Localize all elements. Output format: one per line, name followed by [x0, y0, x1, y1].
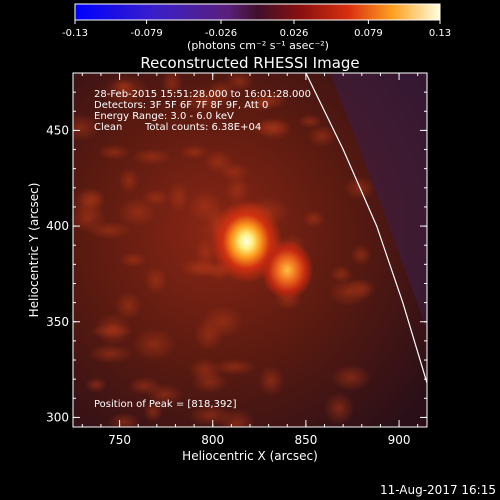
x-tick-label: 850: [294, 433, 317, 447]
y-tick-label: 350: [46, 315, 69, 329]
chart-title: Reconstructed RHESSI Image: [140, 54, 359, 72]
colorbar-tick-label: -0.13: [62, 28, 88, 39]
y-axis-label: Heliocentric Y (arcsec): [27, 183, 41, 318]
annotation-energy: Energy Range: 3.0 - 6.0 keV: [94, 111, 234, 122]
colorbar: [74, 3, 441, 21]
axis-ticks: 750 800 850 900 300 350 400 450: [46, 72, 427, 447]
y-tick-label: 400: [46, 219, 69, 233]
colorbar-tick-label: -0.026: [205, 28, 237, 39]
colorbar-tick-label: 0.079: [354, 28, 383, 39]
solar-limb-curve: [305, 73, 427, 384]
x-tick-label: 750: [108, 433, 131, 447]
annotation-clean: Clean: [94, 122, 122, 133]
x-tick-label: 900: [388, 433, 411, 447]
x-tick-label: 800: [201, 433, 224, 447]
annotation-detectors: Detectors: 3F 5F 6F 7F 8F 9F, Att 0: [94, 100, 268, 111]
flare-source: [261, 240, 314, 300]
annotation-total-counts: Total counts: 6.38E+04: [144, 122, 261, 133]
footer-timestamp: 11-Aug-2017 16:15: [380, 483, 496, 497]
image-plot: [73, 73, 427, 427]
annotation-peak-position: Position of Peak = [818,392]: [94, 399, 237, 410]
colorbar-ticks: -0.13 -0.079 -0.026 0.026 0.079 0.13: [62, 20, 451, 39]
x-axis-label: Heliocentric X (arcsec): [182, 449, 318, 463]
colorbar-tick-label: 0.026: [280, 28, 309, 39]
y-tick-label: 450: [46, 123, 69, 137]
y-tick-label: 300: [46, 410, 69, 424]
colorbar-unit-label: (photons cm⁻² s⁻¹ asec⁻²): [187, 39, 329, 52]
colorbar-tick-label: -0.079: [130, 28, 162, 39]
colorbar-tick-label: 0.13: [429, 28, 451, 39]
annotation-time-range: 28-Feb-2015 15:51:28.000 to 16:01:28.000: [94, 89, 311, 100]
